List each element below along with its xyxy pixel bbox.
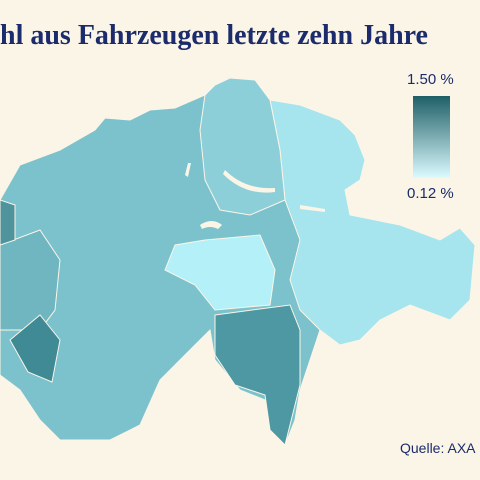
region-north (199, 77, 286, 216)
region-west (0, 229, 61, 331)
region-ticino (214, 304, 301, 446)
region-jura (0, 199, 16, 246)
legend-min: 0.12 % (407, 185, 454, 202)
region-central (164, 234, 276, 311)
source: Quelle: AXA (400, 440, 476, 456)
region-valais-west (9, 314, 61, 383)
title: hl aus Fahrzeugen letzte zehn Jahre (0, 20, 428, 51)
region-east (269, 99, 476, 346)
legend-max: 1.50 % (407, 71, 454, 88)
legend-scale (413, 96, 450, 178)
